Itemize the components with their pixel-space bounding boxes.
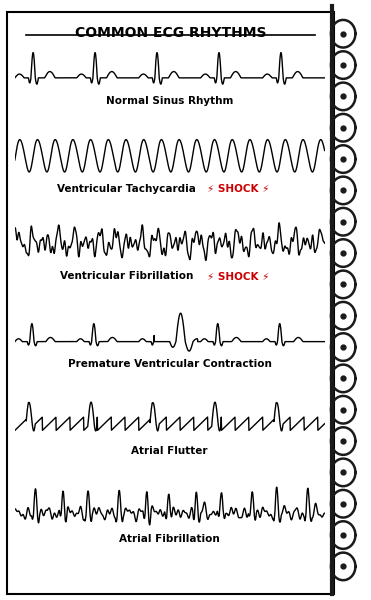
Text: ⚡ SHOCK ⚡: ⚡ SHOCK ⚡ — [207, 271, 269, 281]
Text: Ventricular Fibrillation: Ventricular Fibrillation — [60, 271, 193, 281]
Text: Premature Ventricular Contraction: Premature Ventricular Contraction — [68, 359, 272, 369]
Text: Atrial Fibrillation: Atrial Fibrillation — [119, 534, 220, 544]
Bar — [7, 12, 334, 594]
Text: COMMON ECG RHYTHMS: COMMON ECG RHYTHMS — [75, 26, 266, 40]
Text: ⚡ SHOCK ⚡: ⚡ SHOCK ⚡ — [207, 184, 269, 194]
Text: Ventricular Tachycardia: Ventricular Tachycardia — [57, 184, 196, 194]
Text: Atrial Flutter: Atrial Flutter — [131, 446, 208, 457]
Text: Normal Sinus Rhythm: Normal Sinus Rhythm — [106, 97, 233, 106]
